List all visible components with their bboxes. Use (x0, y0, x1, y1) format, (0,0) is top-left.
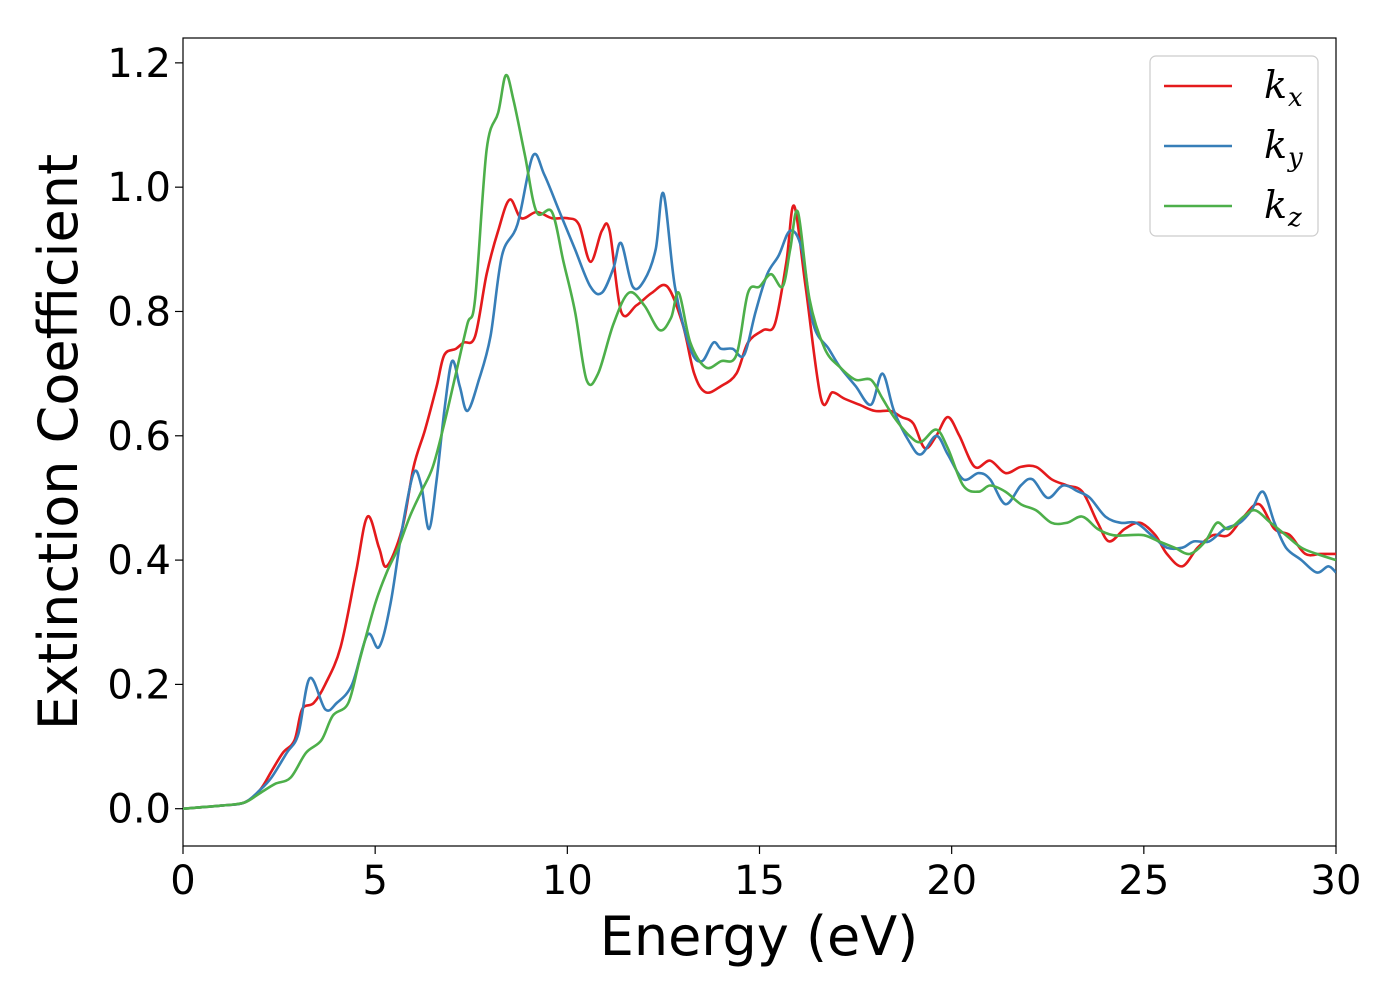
x-tick-label: 10 (542, 858, 593, 904)
legend-box (1149, 55, 1319, 237)
ticks-layer: 0 5 10 15 20 25 30 0.0 0.2 0.4 0.6 0.8 1.0 1.2 (107, 41, 1361, 904)
x-tick-label: 0 (170, 858, 195, 904)
x-tick-label: 15 (734, 858, 785, 904)
series-layer (183, 73, 1336, 810)
x-tick-label: 20 (926, 858, 977, 904)
y-tick-label: 0.4 (107, 538, 171, 584)
x-tick-label: 30 (1311, 858, 1362, 904)
x-tick-label: 25 (1118, 858, 1169, 904)
x-axis-label: Energy (eV) (600, 905, 919, 968)
plot-frame (182, 37, 1337, 847)
legend-label-kx: kx (1264, 63, 1303, 113)
legend-label-kz: kz (1264, 183, 1302, 233)
plot-area (182, 37, 1337, 847)
series-line-kx (183, 198, 1336, 810)
series-line-kz (183, 73, 1336, 810)
y-axis-label: Extinction Coefficient (27, 154, 90, 730)
legend-label-ky: ky (1264, 123, 1303, 173)
legend: kx ky kz (1149, 55, 1319, 237)
y-tick-label: 0.6 (107, 414, 171, 460)
y-tick-label: 1.0 (107, 165, 171, 211)
x-tick-label: 5 (362, 858, 387, 904)
series-line-ky (183, 152, 1336, 810)
y-tick-label: 1.2 (107, 41, 171, 87)
y-tick-label: 0.0 (107, 787, 171, 833)
y-tick-label: 0.2 (107, 662, 171, 708)
y-tick-label: 0.8 (107, 289, 171, 335)
